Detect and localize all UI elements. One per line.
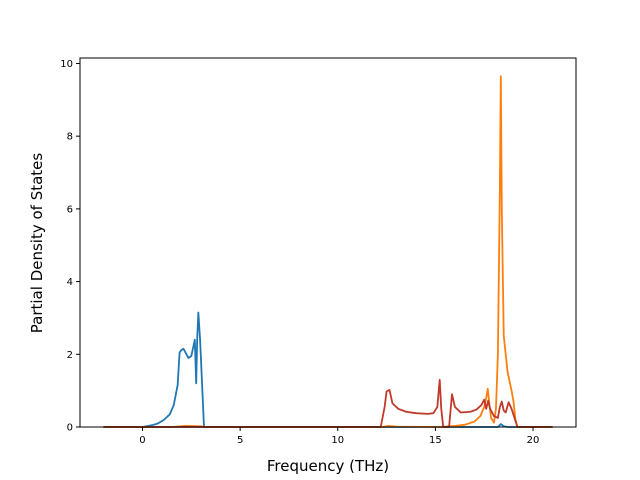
y-tick-label: 6 xyxy=(67,204,73,215)
x-tick-label: 10 xyxy=(331,435,344,446)
y-axis-ticks: 0 2 4 6 8 10 xyxy=(60,59,80,434)
x-tick-label: 15 xyxy=(429,435,442,446)
y-tick-label: 4 xyxy=(67,277,73,288)
axes-spines xyxy=(79,57,577,428)
y-tick-label: 2 xyxy=(67,350,73,361)
x-axis-ticks: 0 5 10 15 20 xyxy=(139,427,539,446)
axes-frame xyxy=(79,57,577,428)
x-tick-label: 20 xyxy=(527,435,540,446)
plot-area xyxy=(80,58,576,427)
y-tick-label: 10 xyxy=(60,59,73,70)
y-tick-label: 0 xyxy=(67,423,73,434)
y-axis-label: Partial Density of States xyxy=(28,153,46,334)
plot-background xyxy=(80,58,576,427)
x-tick-label: 5 xyxy=(237,435,243,446)
series-line-3 xyxy=(103,378,553,428)
y-tick-label: 8 xyxy=(67,132,73,143)
x-tick-label: 0 xyxy=(139,435,145,446)
x-axis-label: Frequency (THz) xyxy=(267,457,389,475)
